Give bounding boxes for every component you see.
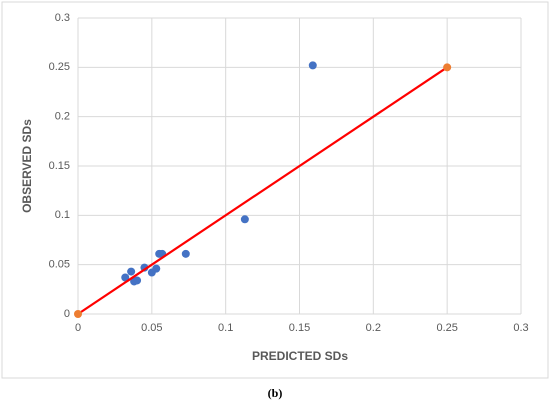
line-marker	[74, 310, 82, 318]
x-tick-label: 0.1	[218, 322, 233, 334]
y-tick-label: 0.25	[49, 61, 70, 73]
y-tick-label: 0.2	[55, 111, 70, 123]
point	[152, 264, 161, 273]
x-tick-label: 0.15	[289, 322, 310, 334]
y-tick-label: 0.3	[55, 12, 70, 24]
chart-border	[1, 1, 549, 379]
y-axis-title: OBSERVED SDs	[20, 119, 34, 213]
point	[121, 273, 130, 282]
y-tick-label: 0.1	[55, 209, 70, 221]
line-marker	[443, 63, 452, 72]
line	[77, 66, 448, 315]
x-tick-label: 0.2	[366, 322, 381, 334]
y-tick-label: 0.05	[49, 259, 70, 271]
point	[133, 276, 142, 285]
x-tick-label: 0	[75, 322, 81, 334]
x-tick-label: 0.25	[436, 322, 457, 334]
point	[308, 61, 317, 70]
point	[240, 215, 249, 224]
x-axis-title: PREDICTED SDs	[252, 349, 348, 363]
point	[181, 249, 190, 258]
point	[127, 267, 136, 276]
x-tick-label: 0.3	[513, 322, 528, 334]
caption: (b)	[268, 386, 283, 400]
y-tick-label: 0.15	[49, 160, 70, 172]
x-tick-label: 0.05	[141, 322, 162, 334]
y-tick-label: 0	[64, 308, 70, 320]
